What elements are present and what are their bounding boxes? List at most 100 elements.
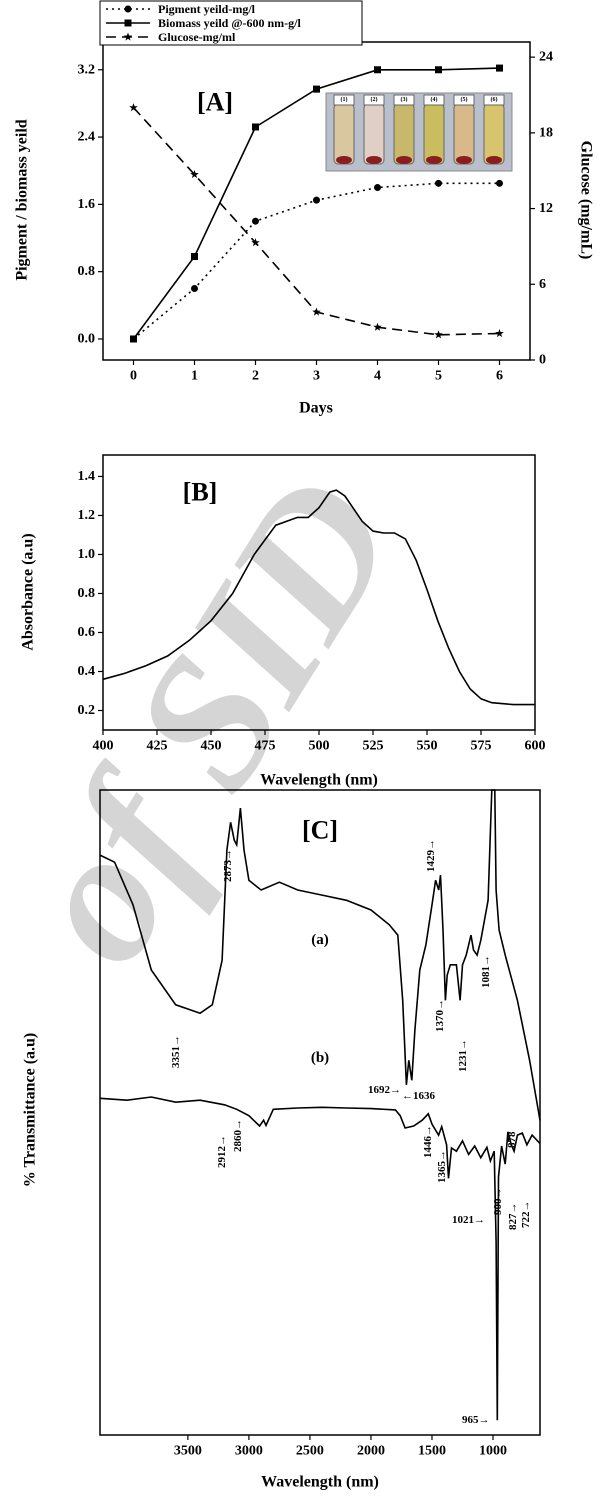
y2-axis-label: Glucose (mg/mL)	[578, 141, 595, 260]
x-tick-label: 5	[435, 369, 442, 384]
y2-tick-label: 12	[539, 201, 553, 216]
y2-tick-label: 24	[539, 50, 553, 65]
x-axis-label: Wavelength (nm)	[260, 772, 378, 789]
peak-annotation: 2912→	[216, 1135, 228, 1168]
tube	[363, 103, 385, 165]
x-axis-label: Wavelength (nm)	[261, 1474, 379, 1491]
inset-label: (5)	[461, 96, 468, 103]
peak-annotation: 900→	[492, 1188, 504, 1216]
panel-label: [B]	[183, 478, 218, 507]
x-tick-label: 450	[201, 739, 222, 754]
x-tick-label: 2	[252, 369, 259, 384]
watermark: of SID	[0, 443, 438, 997]
tube-cap	[453, 94, 475, 106]
tube-pellet	[426, 156, 442, 164]
x-tick-label: 1000	[479, 1444, 507, 1459]
inset-label: (4)	[431, 96, 438, 103]
tube-pellet	[396, 156, 412, 164]
point	[434, 330, 443, 339]
peak-annotation: 2873→	[222, 849, 234, 882]
x-tick-label: 0	[130, 369, 137, 384]
tube	[393, 103, 415, 165]
x-tick-label: 3	[313, 369, 320, 384]
peak-annotation: 827→	[507, 1203, 519, 1231]
point	[374, 66, 381, 74]
y-tick-label: 2.4	[78, 130, 96, 145]
tube	[333, 103, 355, 165]
x-tick-label: 6	[496, 369, 503, 384]
tube-pellet	[336, 156, 352, 164]
point	[435, 66, 442, 74]
x-tick-label: 1500	[418, 1444, 446, 1459]
tube	[483, 103, 505, 165]
y-tick-label: 0.6	[78, 625, 96, 640]
peak-annotation: 2860→	[232, 1119, 244, 1152]
legend-label: Glucose-mg/ml	[158, 30, 236, 44]
x-tick-label: 600	[525, 739, 546, 754]
y-tick-label: 1.4	[78, 469, 96, 484]
point	[496, 179, 503, 187]
series-line	[102, 489, 535, 706]
peak-annotation: 1081→	[480, 955, 492, 988]
x-tick-label: 3500	[174, 1444, 202, 1459]
peak-annotation: 722→	[520, 1201, 532, 1229]
peak-annotation: 1370→	[434, 999, 446, 1032]
series-line	[132, 182, 500, 340]
tube-cap	[423, 94, 445, 106]
point	[313, 196, 320, 204]
y2-tick-label: 0	[539, 353, 546, 368]
point	[313, 85, 320, 93]
legend-marker	[124, 5, 132, 13]
tube-cap	[333, 94, 355, 106]
peak-annotation: 1692→	[368, 1084, 401, 1096]
series-line	[99, 1096, 541, 1421]
tube-cap	[393, 94, 415, 106]
tube-cap	[483, 94, 505, 106]
y2-tick-label: 18	[539, 125, 553, 140]
y2-tick-label: 6	[539, 277, 546, 292]
y-axis-label: % Transmittance (a.u)	[22, 1033, 39, 1188]
x-tick-label: 1	[191, 369, 198, 384]
point	[435, 179, 442, 187]
point	[191, 253, 198, 261]
point	[190, 170, 199, 179]
x-tick-label: 500	[309, 739, 330, 754]
peak-annotation: 1021→	[452, 1214, 485, 1226]
y-axis-label: Absorbance (a.u)	[20, 533, 37, 650]
point	[312, 307, 321, 316]
peak-annotation: 3351→	[170, 1035, 182, 1068]
peak-annotation: 1365→	[436, 1150, 448, 1183]
point	[495, 329, 504, 338]
legend-label: Pigment yeild-mg/l	[158, 2, 256, 16]
tube-cap	[363, 94, 385, 106]
peak-annotation: 1231→	[457, 1039, 469, 1072]
panel-label: [A]	[197, 88, 233, 117]
peak-annotation: 1429→	[425, 839, 437, 872]
legend-label: Biomass yeild @-600 nm-g/l	[158, 16, 302, 30]
peak-annotation: 878	[506, 1131, 518, 1148]
series-label: (b)	[311, 1050, 329, 1066]
inset-label: (3)	[401, 96, 408, 103]
inset-label: (1)	[341, 96, 348, 103]
point	[496, 64, 503, 72]
point	[373, 322, 382, 331]
x-tick-label: 3000	[235, 1444, 263, 1459]
point	[130, 335, 137, 343]
point	[191, 284, 198, 292]
x-tick-label: 550	[417, 739, 438, 754]
y-tick-label: 0.8	[78, 586, 96, 601]
y-tick-label: 1.2	[78, 508, 96, 523]
y-axis-label: Pigment / biomass yeild	[14, 119, 31, 280]
x-tick-label: 4	[374, 369, 381, 384]
y-tick-label: 0.8	[78, 264, 96, 279]
x-tick-label: 425	[147, 739, 168, 754]
point	[251, 238, 260, 247]
series-line	[99, 789, 541, 1121]
tube-pellet	[456, 156, 472, 164]
plot-frame	[99, 789, 541, 1436]
y-tick-label: 0.2	[78, 703, 96, 718]
point	[374, 184, 381, 192]
point	[252, 123, 259, 131]
